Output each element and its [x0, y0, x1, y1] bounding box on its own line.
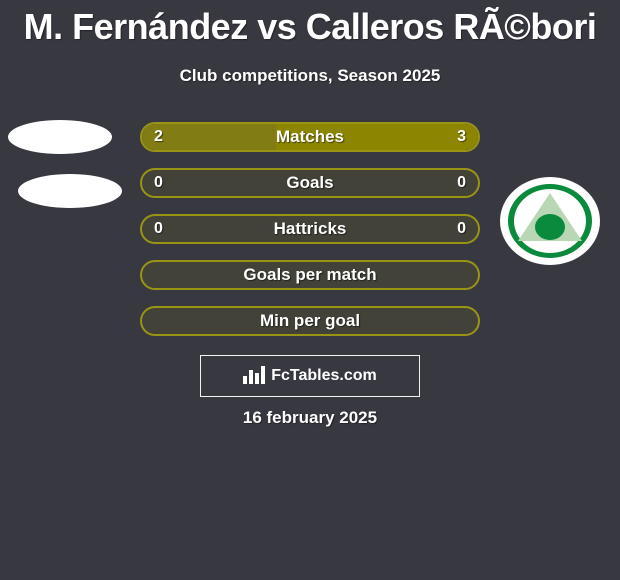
stat-bar-value-right: 0	[457, 170, 466, 196]
bar-chart-icon	[243, 364, 265, 389]
infographic-root: M. Fernández vs Calleros RÃ©bori Club co…	[0, 0, 620, 580]
stat-bar-label: Hattricks	[142, 216, 478, 242]
stat-bar-label: Goals per match	[142, 262, 478, 288]
comparison-bars: Matches23Goals00Hattricks00Goals per mat…	[140, 122, 480, 352]
stat-bar-value-right: 0	[457, 216, 466, 242]
stat-bar: Matches2 3	[140, 122, 480, 152]
branding-text: FcTables.com	[271, 367, 377, 385]
stat-bar: Goals per match	[140, 260, 480, 290]
branding-box: FcTables.com	[200, 355, 420, 397]
stat-bar-label: Goals	[142, 170, 478, 196]
stat-bar-label: Min per goal	[142, 308, 478, 334]
page-title: M. Fernández vs Calleros RÃ©bori	[0, 0, 620, 48]
stat-bar: Min per goal	[140, 306, 480, 336]
stat-bar: Goals0 0	[140, 168, 480, 198]
stat-bar-value-right: 3	[457, 124, 466, 150]
stat-bar-value-left: 0	[154, 216, 163, 242]
player2-club-logo	[500, 177, 600, 265]
footer-date: 16 february 2025	[0, 408, 620, 428]
player1-badge-placeholder	[8, 120, 112, 154]
stat-bar-value-left: 0	[154, 170, 163, 196]
player1-badge-placeholder-2	[18, 174, 122, 208]
page-subtitle: Club competitions, Season 2025	[0, 66, 620, 86]
stat-bar: Hattricks0 0	[140, 214, 480, 244]
stat-bar-label: Matches	[142, 124, 478, 150]
stat-bar-value-left: 2	[154, 124, 163, 150]
